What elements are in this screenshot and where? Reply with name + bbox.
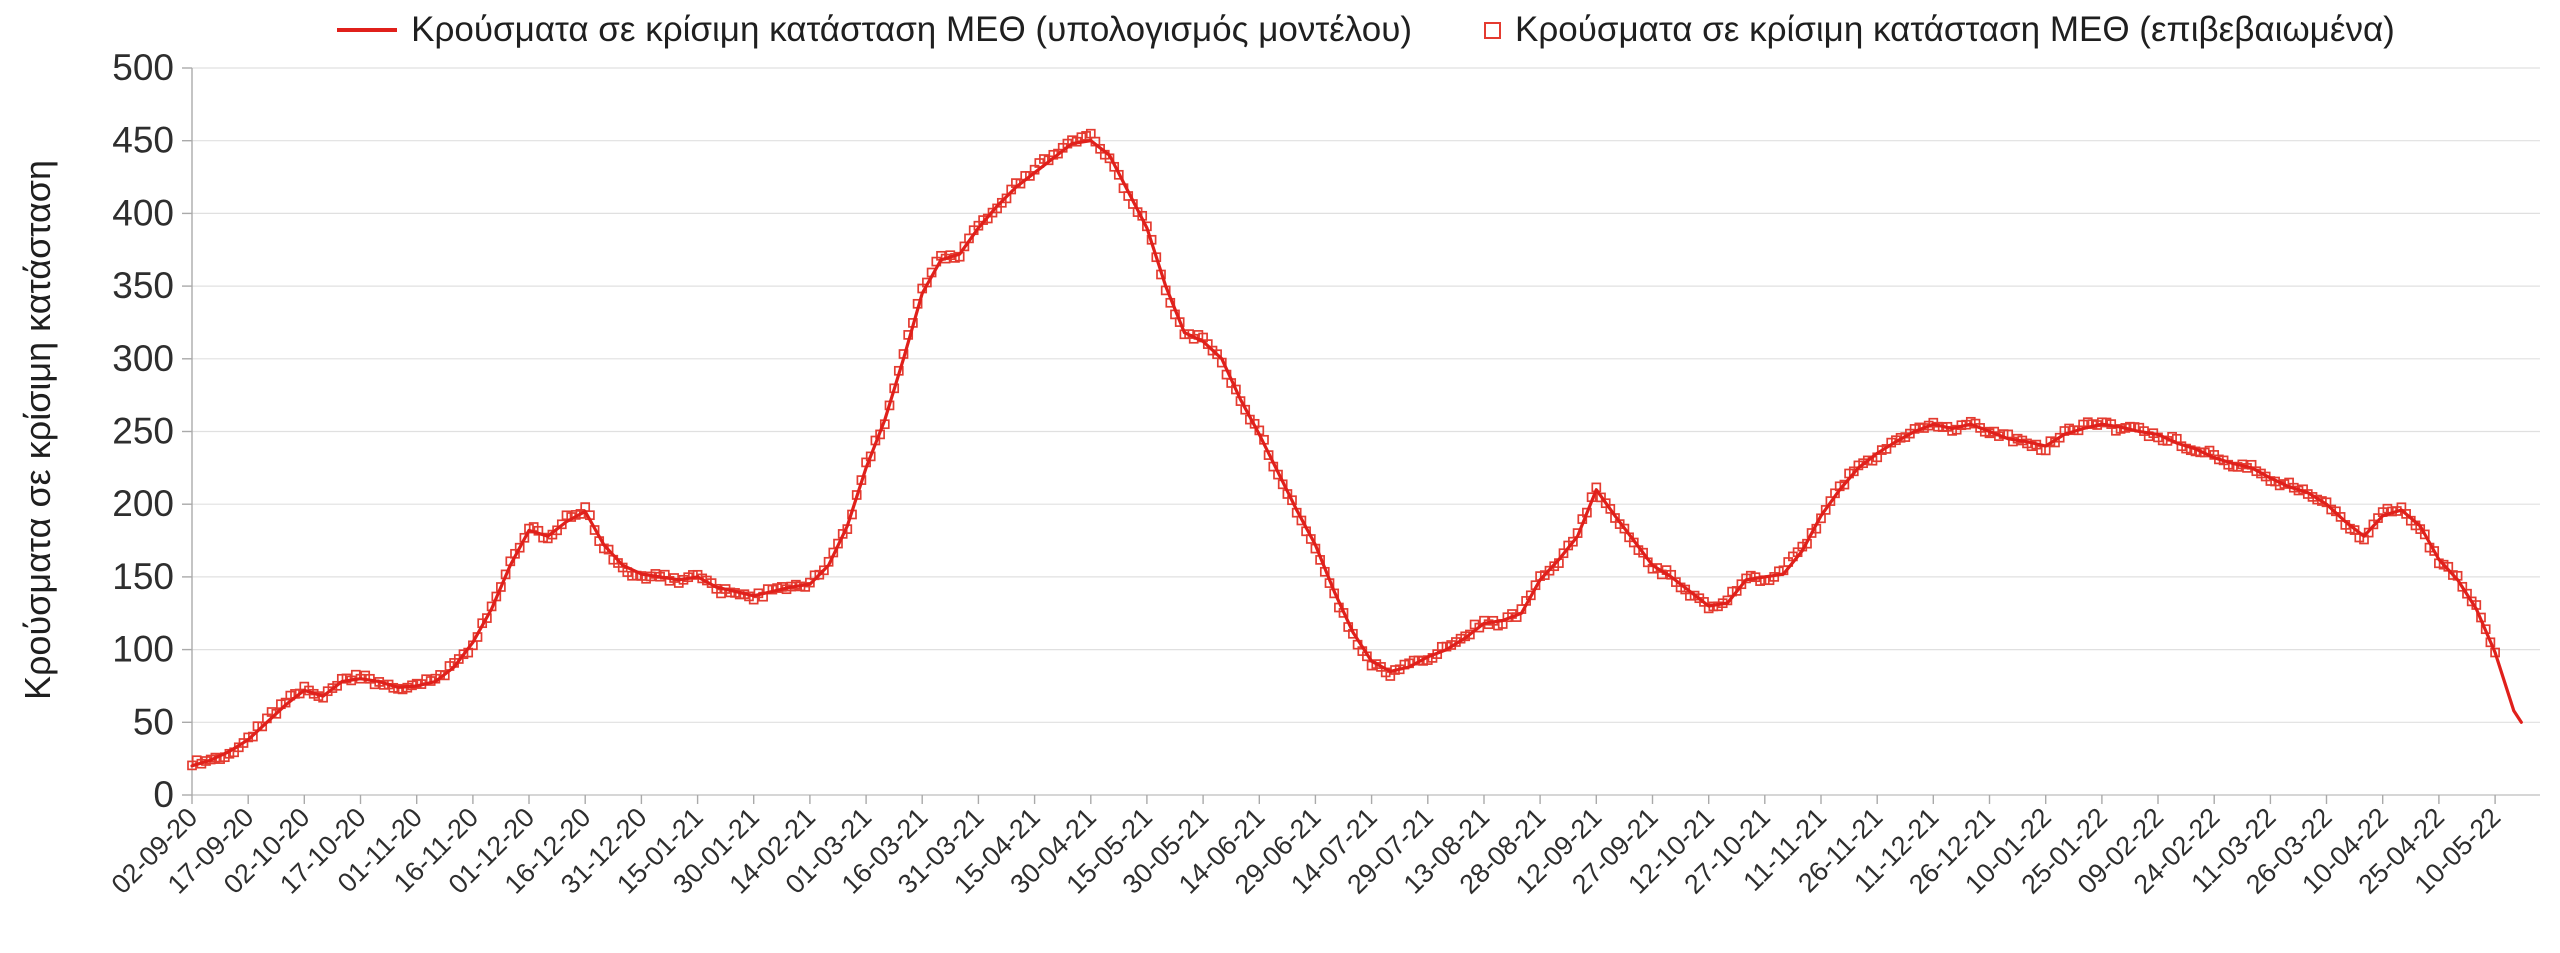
chart-legend: Κρούσματα σε κρίσιμη κατάσταση ΜΕΘ (υπολ… [192, 10, 2540, 50]
y-axis: 0 50 100 150 200 250 300 350 400 450 500 [112, 47, 193, 815]
confirmed-markers [187, 128, 2500, 771]
legend-item-model: Κρούσματα σε κρίσιμη κατάσταση ΜΕΘ (υπολ… [337, 10, 1412, 50]
y-tick-label: 200 [112, 483, 174, 524]
y-tick-label: 450 [112, 120, 174, 161]
model-line [190, 139, 2523, 768]
x-axis: 02-09-2017-09-2002-10-2017-10-2001-11-20… [106, 795, 2506, 900]
y-tick-label: 50 [133, 701, 174, 742]
y-tick-label: 400 [112, 192, 174, 233]
y-tick-label: 250 [112, 411, 174, 452]
confirmed-marker-sample-icon [1484, 21, 1502, 39]
y-tick-label: 300 [112, 338, 174, 379]
y-gridlines [192, 67, 2540, 796]
y-tick-label: 350 [112, 265, 174, 306]
legend-item-confirmed: Κρούσματα σε κρίσιμη κατάσταση ΜΕΘ (επιβ… [1484, 10, 2395, 50]
legend-label-confirmed: Κρούσματα σε κρίσιμη κατάσταση ΜΕΘ (επιβ… [1515, 10, 2395, 49]
y-tick-label: 500 [112, 47, 174, 88]
y-tick-label: 150 [112, 556, 174, 597]
legend-label-model: Κρούσματα σε κρίσιμη κατάσταση ΜΕΘ (υπολ… [411, 10, 1413, 49]
model-line-sample-icon [337, 28, 398, 32]
y-tick-label: 0 [153, 774, 174, 815]
y-tick-label: 100 [112, 629, 174, 670]
